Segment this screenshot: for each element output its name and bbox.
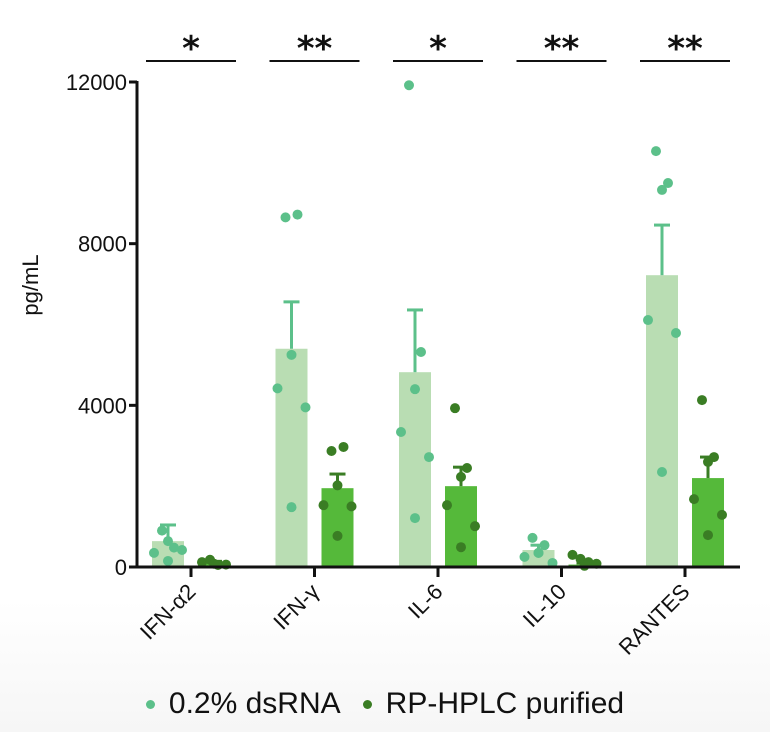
bar-dsrna-3 (522, 550, 555, 567)
significance-marker: ** (544, 29, 580, 69)
bar-dsrna-2 (399, 372, 431, 567)
data-point-dsrna (651, 146, 661, 157)
data-point-dsrna (663, 178, 673, 189)
data-point-rp-hplc (338, 441, 349, 452)
legend: 0.2% dsRNA RP-HPLC purified (0, 682, 770, 726)
data-point-dsrna (643, 315, 653, 326)
data-point-dsrna (671, 327, 681, 338)
data-point-dsrna (547, 557, 558, 568)
chart-labels: * IFN-α2 ** IFN-γ * IL-6 ** IL-10 ** RANTES 0 4000 8… (18, 29, 730, 660)
legend-item-rp-hplc: RP-HPLC purified (362, 687, 625, 721)
data-point-rp-hplc (462, 462, 472, 473)
legend-label-dsrna: 0.2% dsRNA (168, 687, 341, 720)
data-point-rp-hplc (456, 471, 466, 482)
x-tick-label: RANTES (614, 579, 695, 660)
bar-chart: * IFN-α2 ** IFN-γ * IL-6 ** IL-10 ** RANTES 0 4000 8… (18, 29, 740, 660)
data-point-dsrna (424, 452, 434, 463)
data-point-dsrna (286, 502, 297, 513)
data-point-rp-hplc (717, 509, 727, 520)
data-point-dsrna (292, 209, 303, 220)
data-point-rp-hplc (442, 500, 452, 511)
bar-dsrna-4 (646, 275, 678, 567)
data-point-rp-hplc (318, 500, 329, 511)
y-tick-label: 12000 (66, 70, 127, 95)
chart-marks (149, 80, 727, 571)
legend-marker-rp-hplc (362, 699, 372, 709)
data-point-dsrna (396, 427, 406, 438)
data-point-rp-hplc (456, 542, 466, 553)
y-axis-label: pg/mL (18, 254, 43, 315)
bar-rp-hplc-4 (692, 478, 724, 567)
data-point-dsrna (177, 545, 187, 556)
data-point-dsrna (272, 383, 283, 394)
data-point-rp-hplc (332, 480, 343, 491)
data-point-dsrna (163, 555, 173, 566)
significance-marker: * (429, 29, 447, 69)
data-point-dsrna (404, 80, 414, 91)
data-point-dsrna (169, 542, 179, 553)
data-point-rp-hplc (332, 530, 343, 541)
data-point-rp-hplc (567, 549, 578, 560)
data-point-dsrna (527, 532, 538, 543)
data-point-dsrna (286, 349, 297, 360)
data-point-rp-hplc (703, 456, 713, 467)
data-point-dsrna (416, 346, 426, 357)
x-tick-label: IFN-γ (268, 579, 324, 635)
data-point-dsrna (410, 384, 420, 395)
data-point-rp-hplc (470, 521, 480, 532)
y-tick-label: 4000 (78, 393, 127, 418)
data-point-dsrna (657, 467, 667, 478)
significance-marker: ** (667, 29, 703, 69)
data-point-dsrna (149, 547, 159, 558)
data-point-rp-hplc (689, 494, 699, 505)
y-tick-label: 0 (115, 555, 127, 580)
data-point-dsrna (410, 513, 420, 524)
legend-label-rp-hplc: RP-HPLC purified (385, 687, 625, 720)
significance-marker: ** (297, 29, 333, 69)
data-point-rp-hplc (450, 403, 460, 414)
chart-axes (129, 80, 740, 577)
data-point-dsrna (163, 536, 173, 547)
data-point-dsrna (519, 551, 530, 562)
y-tick-label: 8000 (78, 232, 127, 257)
bar-rp-hplc-1 (321, 488, 354, 567)
data-point-rp-hplc (326, 446, 337, 457)
data-point-dsrna (157, 525, 167, 536)
data-point-rp-hplc (703, 530, 713, 541)
data-point-dsrna (657, 184, 667, 195)
data-point-rp-hplc (697, 395, 707, 406)
significance-marker: * (182, 29, 200, 69)
x-tick-label: IFN-α2 (135, 579, 201, 645)
bar-dsrna-1 (275, 348, 308, 567)
data-point-dsrna (300, 402, 311, 413)
x-tick-label: IL-6 (403, 579, 447, 623)
data-point-dsrna (533, 547, 544, 558)
data-point-rp-hplc (197, 557, 207, 568)
data-point-dsrna (280, 212, 291, 223)
x-tick-label: IL-10 (518, 579, 571, 632)
data-point-rp-hplc (346, 501, 357, 512)
legend-item-dsrna: 0.2% dsRNA (145, 687, 341, 721)
legend-marker-dsrna (145, 699, 155, 709)
background-fade (0, 600, 770, 732)
data-point-dsrna (539, 540, 550, 551)
